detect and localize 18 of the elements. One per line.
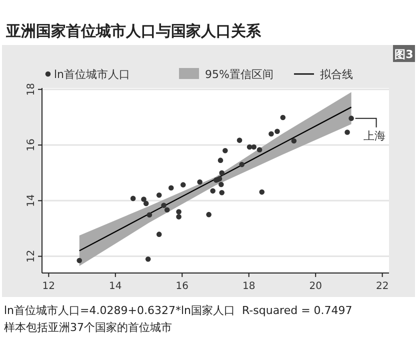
legend-label: 拟合线 xyxy=(320,68,353,81)
x-tick-label: 16 xyxy=(176,281,188,292)
text: 95%置信区间 xyxy=(205,68,274,81)
x-tick-label: 22 xyxy=(376,281,389,292)
y-tick-label: 18 xyxy=(26,83,37,96)
text: ln首位城市人口=4.0289+0.6327*ln国家人口 R-squared = 0.7497 xyxy=(4,304,352,317)
y-tick-label: 12 xyxy=(26,250,37,263)
y-tick-label: 14 xyxy=(26,194,37,208)
y-tick-label: 16 xyxy=(26,138,37,152)
x-tick-label: 12 xyxy=(42,281,56,292)
legend-label: ln首位城市人口 xyxy=(54,68,130,81)
x-tick-label: 18 xyxy=(242,281,256,292)
chart-title: 亚洲国家首位城市人口与国家人口关系 xyxy=(5,22,262,40)
text: 样本包括亚洲37个国家的首位城市 xyxy=(4,321,172,334)
x-tick-label: 14 xyxy=(109,281,122,292)
annotation: 上海 xyxy=(363,129,386,142)
x-tick-label: 20 xyxy=(309,281,322,292)
caption: 图3 xyxy=(394,48,414,61)
